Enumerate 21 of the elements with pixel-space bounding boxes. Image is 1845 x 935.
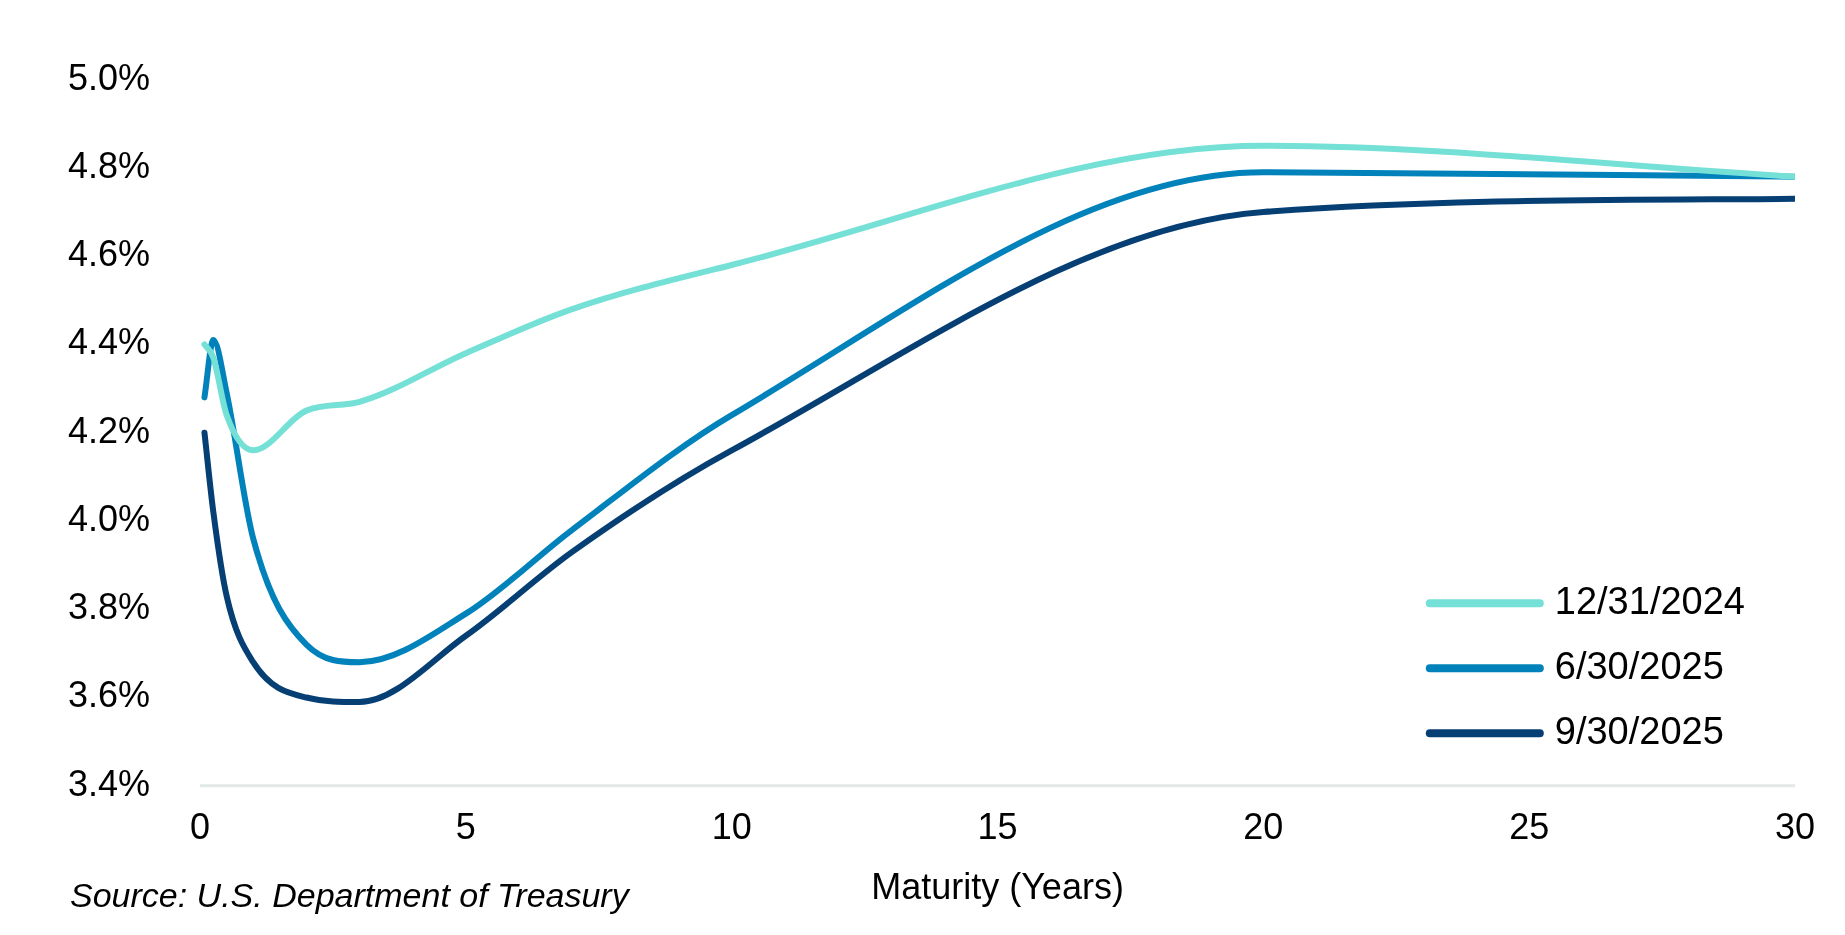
y-tick-label: 4.8%	[67, 144, 151, 186]
y-tick-label: 4.4%	[67, 321, 151, 363]
y-tick-label: 3.8%	[67, 586, 151, 628]
legend-label: 12/31/2024	[1554, 579, 1745, 622]
y-tick-label: 3.6%	[67, 674, 151, 716]
x-tick-label: 25	[1509, 806, 1550, 848]
x-axis-title: Maturity (Years)	[871, 865, 1124, 907]
x-tick-label: 5	[455, 806, 476, 848]
x-tick-label: 20	[1243, 806, 1284, 848]
y-tick-label: 4.6%	[67, 233, 151, 275]
y-tick-label: 4.2%	[67, 409, 151, 451]
legend-label: 6/30/2025	[1554, 644, 1724, 687]
y-tick-label: 5.0%	[67, 56, 151, 98]
y-tick-label: 3.4%	[67, 762, 151, 804]
y-tick-label: 4.0%	[67, 497, 151, 539]
x-tick-label: 10	[711, 806, 752, 848]
x-tick-label: 30	[1774, 806, 1815, 848]
x-tick-label: 0	[190, 806, 211, 848]
legend-label: 9/30/2025	[1554, 709, 1724, 752]
x-tick-label: 15	[977, 806, 1018, 848]
source-note: Source: U.S. Department of Treasury	[70, 876, 631, 915]
